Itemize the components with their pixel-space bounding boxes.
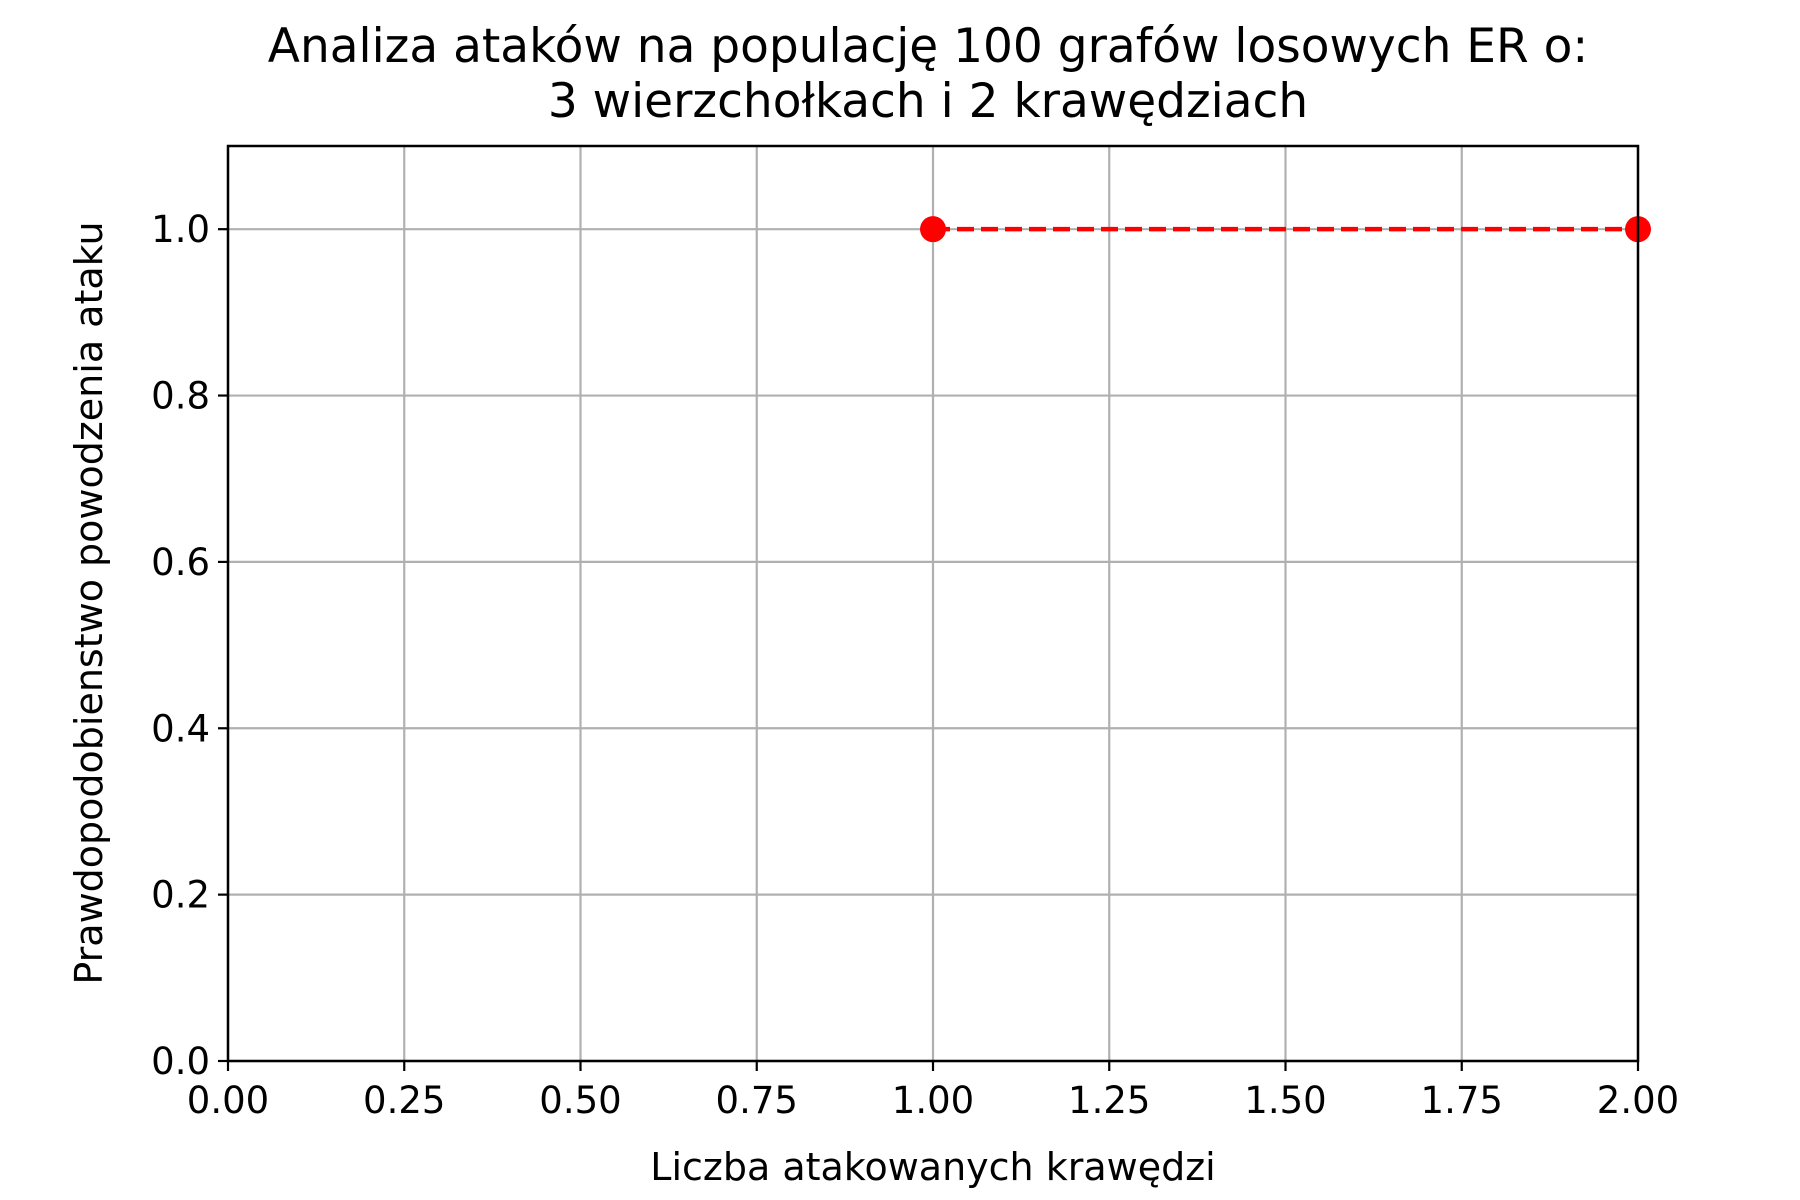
x-tick-label: 0.25 <box>363 1079 445 1122</box>
chart-title-line-1: Analiza ataków na populację 100 grafów l… <box>268 19 1588 74</box>
x-axis-label: Liczba atakowanych krawędzi <box>650 1145 1215 1189</box>
plot-area-frame <box>226 144 1640 1063</box>
x-tick-label: 1.50 <box>1244 1079 1326 1122</box>
x-tick-label: 0.00 <box>187 1079 269 1122</box>
data-point <box>920 216 946 243</box>
y-tick-label: 0.8 <box>151 375 210 418</box>
x-tick-label: 1.25 <box>1068 1079 1150 1122</box>
axis-ticks: 0.00 0.25 0.50 0.75 1.00 1.25 1.50 1.75 2.00 0.0 0… <box>151 208 1679 1122</box>
chart-title-line-2: 3 wierzchołkach i 2 krawędziach <box>548 74 1308 129</box>
series-layer <box>920 216 1651 243</box>
grid <box>226 146 1640 1063</box>
y-axis-label: Prawdopodobienstwo powodzenia ataku <box>67 221 111 984</box>
x-tick-label: 1.75 <box>1421 1079 1503 1122</box>
x-tick-label: 0.50 <box>539 1079 621 1122</box>
y-tick-label: 1.0 <box>151 208 210 251</box>
y-tick-label: 0.2 <box>151 874 210 917</box>
x-tick-label: 1.00 <box>892 1079 974 1122</box>
y-tick-label: 0.0 <box>151 1040 210 1083</box>
x-tick-label: 2.00 <box>1597 1079 1679 1122</box>
y-tick-label: 0.4 <box>151 707 210 750</box>
y-tick-label: 0.6 <box>151 541 210 584</box>
x-tick-label: 0.75 <box>716 1079 798 1122</box>
